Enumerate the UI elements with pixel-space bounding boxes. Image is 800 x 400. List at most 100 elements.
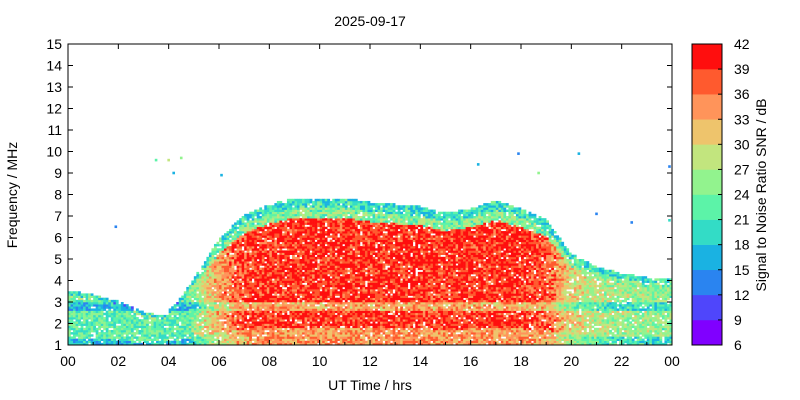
heatmap-cell xyxy=(221,295,225,298)
heatmap-cell xyxy=(229,228,232,232)
heatmap-cell xyxy=(158,323,162,326)
heatmap-cell xyxy=(75,329,79,333)
heatmap-cell xyxy=(239,274,242,277)
heatmap-cell xyxy=(163,340,167,344)
heatmap-cell xyxy=(158,319,162,322)
heatmap-cell xyxy=(324,338,328,341)
heatmap-cell xyxy=(80,329,84,333)
heatmap-cell xyxy=(73,310,76,314)
heatmap-cell xyxy=(83,332,86,335)
heatmap-cell xyxy=(208,304,212,307)
heatmap-cell xyxy=(90,317,94,320)
heatmap-cell xyxy=(286,231,290,234)
heatmap-cell xyxy=(367,203,371,206)
heatmap-cell xyxy=(327,325,331,329)
heatmap-cell xyxy=(327,342,331,346)
heatmap-cell xyxy=(329,205,333,208)
heatmap-cell xyxy=(191,336,195,339)
heatmap-cell xyxy=(208,274,212,277)
heatmap-cell xyxy=(279,203,283,206)
heatmap-cell xyxy=(299,323,303,326)
heatmap-cell xyxy=(364,211,368,215)
heatmap-cell xyxy=(216,332,220,335)
heatmap-cell xyxy=(364,256,368,260)
heatmap-cell xyxy=(266,237,270,240)
heatmap-cell xyxy=(364,310,368,314)
heatmap-cell xyxy=(362,224,366,228)
heatmap-cell xyxy=(95,334,99,337)
heatmap-cell xyxy=(364,241,368,245)
heatmap-cell xyxy=(347,259,351,262)
heatmap-cell xyxy=(105,325,109,329)
heatmap-cell xyxy=(297,269,300,273)
heatmap-cell xyxy=(294,332,298,335)
heatmap-cell xyxy=(191,314,195,318)
heatmap-cell xyxy=(98,314,102,318)
heatmap-cell xyxy=(100,319,104,322)
heatmap-cell xyxy=(264,321,268,324)
heatmap-cell xyxy=(319,243,323,247)
heatmap-cell xyxy=(85,332,89,335)
heatmap-cell xyxy=(362,321,366,324)
heatmap-cell xyxy=(251,269,255,273)
heatmap-cell xyxy=(259,325,263,329)
heatmap-cell xyxy=(284,342,288,346)
heatmap-cell xyxy=(256,252,260,255)
heatmap-cell xyxy=(78,342,81,346)
heatmap-cell xyxy=(297,207,300,210)
heatmap-cell xyxy=(234,235,237,238)
heatmap-cell xyxy=(264,224,268,228)
heatmap-cell xyxy=(322,237,325,240)
heatmap-cell xyxy=(264,323,268,326)
heatmap-cell xyxy=(337,207,341,210)
heatmap-cell xyxy=(254,293,258,296)
heatmap-cell xyxy=(354,308,358,311)
heatmap-cell xyxy=(83,302,86,305)
heatmap-cell xyxy=(231,265,235,268)
heatmap-cell xyxy=(130,342,134,346)
heatmap-cell xyxy=(251,327,255,331)
heatmap-cell xyxy=(213,312,217,316)
heatmap-cell xyxy=(219,282,222,286)
heatmap-cell xyxy=(73,304,76,307)
heatmap-cell xyxy=(372,325,376,329)
heatmap-cell xyxy=(327,218,331,221)
heatmap-cell xyxy=(246,334,250,337)
heatmap-cell xyxy=(249,216,253,219)
heatmap-cell xyxy=(294,256,298,260)
heatmap-cell xyxy=(239,226,242,230)
heatmap-cell xyxy=(347,340,351,344)
heatmap-cell xyxy=(276,216,280,219)
heatmap-cell xyxy=(140,310,144,314)
heatmap-cell xyxy=(75,338,79,341)
heatmap-cell xyxy=(206,286,210,290)
heatmap-cell xyxy=(294,239,298,243)
heatmap-cell xyxy=(367,282,371,286)
heatmap-cell xyxy=(314,216,318,219)
heatmap-cell xyxy=(206,308,210,311)
heatmap-cell xyxy=(103,327,107,331)
heatmap-cell xyxy=(302,308,305,311)
heatmap-cell xyxy=(370,338,373,341)
heatmap-cell xyxy=(364,239,368,243)
heatmap-cell xyxy=(286,235,290,238)
heatmap-cell xyxy=(198,274,202,277)
heatmap-cell xyxy=(309,231,313,234)
heatmap-cell xyxy=(354,243,358,247)
heatmap-cell xyxy=(211,284,215,288)
heatmap-cell xyxy=(297,312,300,316)
heatmap-cell xyxy=(183,310,187,314)
heatmap-cell xyxy=(254,241,258,245)
heatmap-cell xyxy=(339,340,343,344)
heatmap-cell xyxy=(342,271,346,275)
heatmap-cell xyxy=(186,308,190,311)
heatmap-cell xyxy=(312,286,315,290)
heatmap-cell xyxy=(299,205,303,208)
heatmap-cell xyxy=(181,310,185,314)
heatmap-cell xyxy=(221,271,225,275)
heatmap-cell xyxy=(364,259,368,262)
heatmap-cell xyxy=(304,228,308,232)
heatmap-cell xyxy=(281,205,285,208)
heatmap-cell xyxy=(370,302,373,305)
heatmap-cell xyxy=(259,246,263,249)
